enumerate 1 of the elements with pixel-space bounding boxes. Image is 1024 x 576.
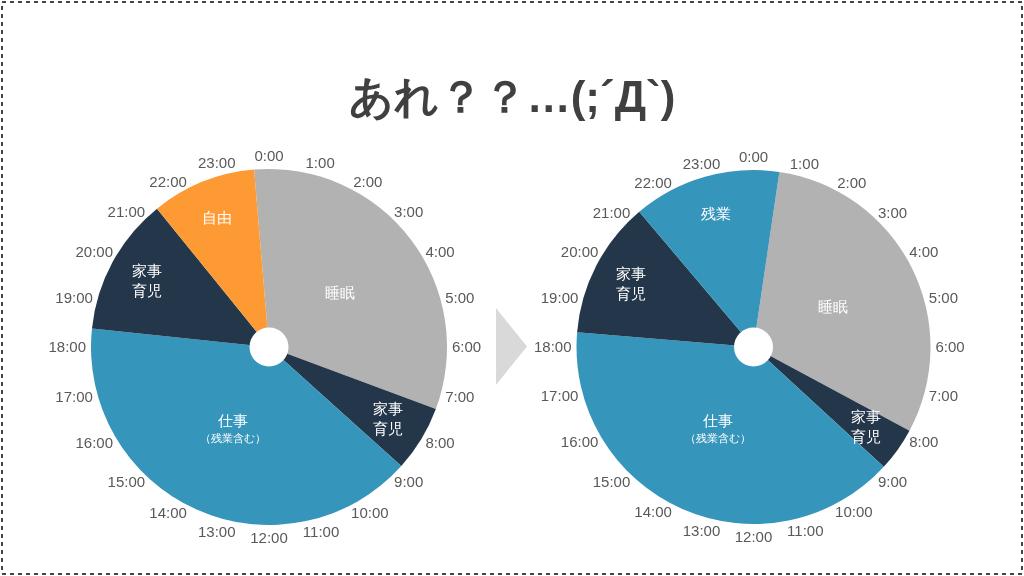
title: あれ？？…(;´Д`) bbox=[348, 72, 676, 121]
